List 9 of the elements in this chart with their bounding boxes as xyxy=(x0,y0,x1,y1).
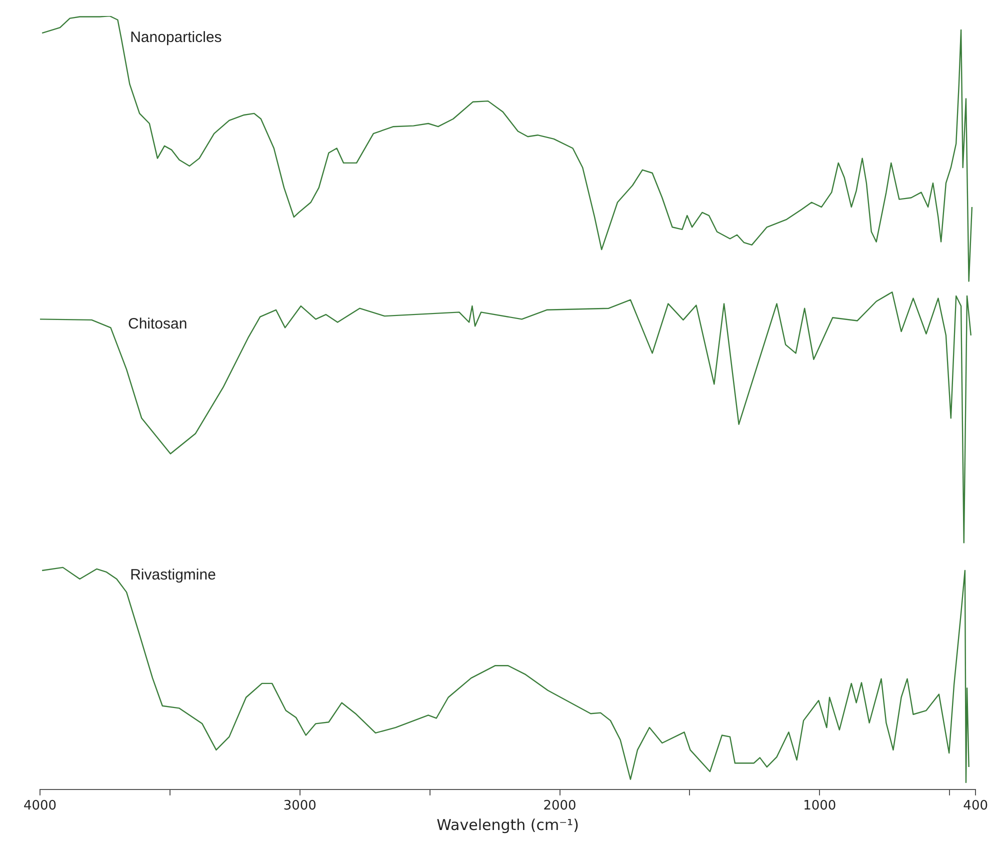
x-tick-label: 3000 xyxy=(283,798,316,814)
x-tick-label: 2000 xyxy=(543,798,576,814)
series-label: Rivastigmine xyxy=(130,566,216,584)
x-axis-title: Wavelength (cm⁻¹) xyxy=(436,816,579,834)
x-tick-label: 1000 xyxy=(803,798,836,814)
series-label: Nanoparticles xyxy=(130,29,222,46)
series-label: Chitosan xyxy=(128,315,188,332)
x-tick-label: 400 xyxy=(963,798,988,814)
x-tick-label: 4000 xyxy=(23,798,57,814)
